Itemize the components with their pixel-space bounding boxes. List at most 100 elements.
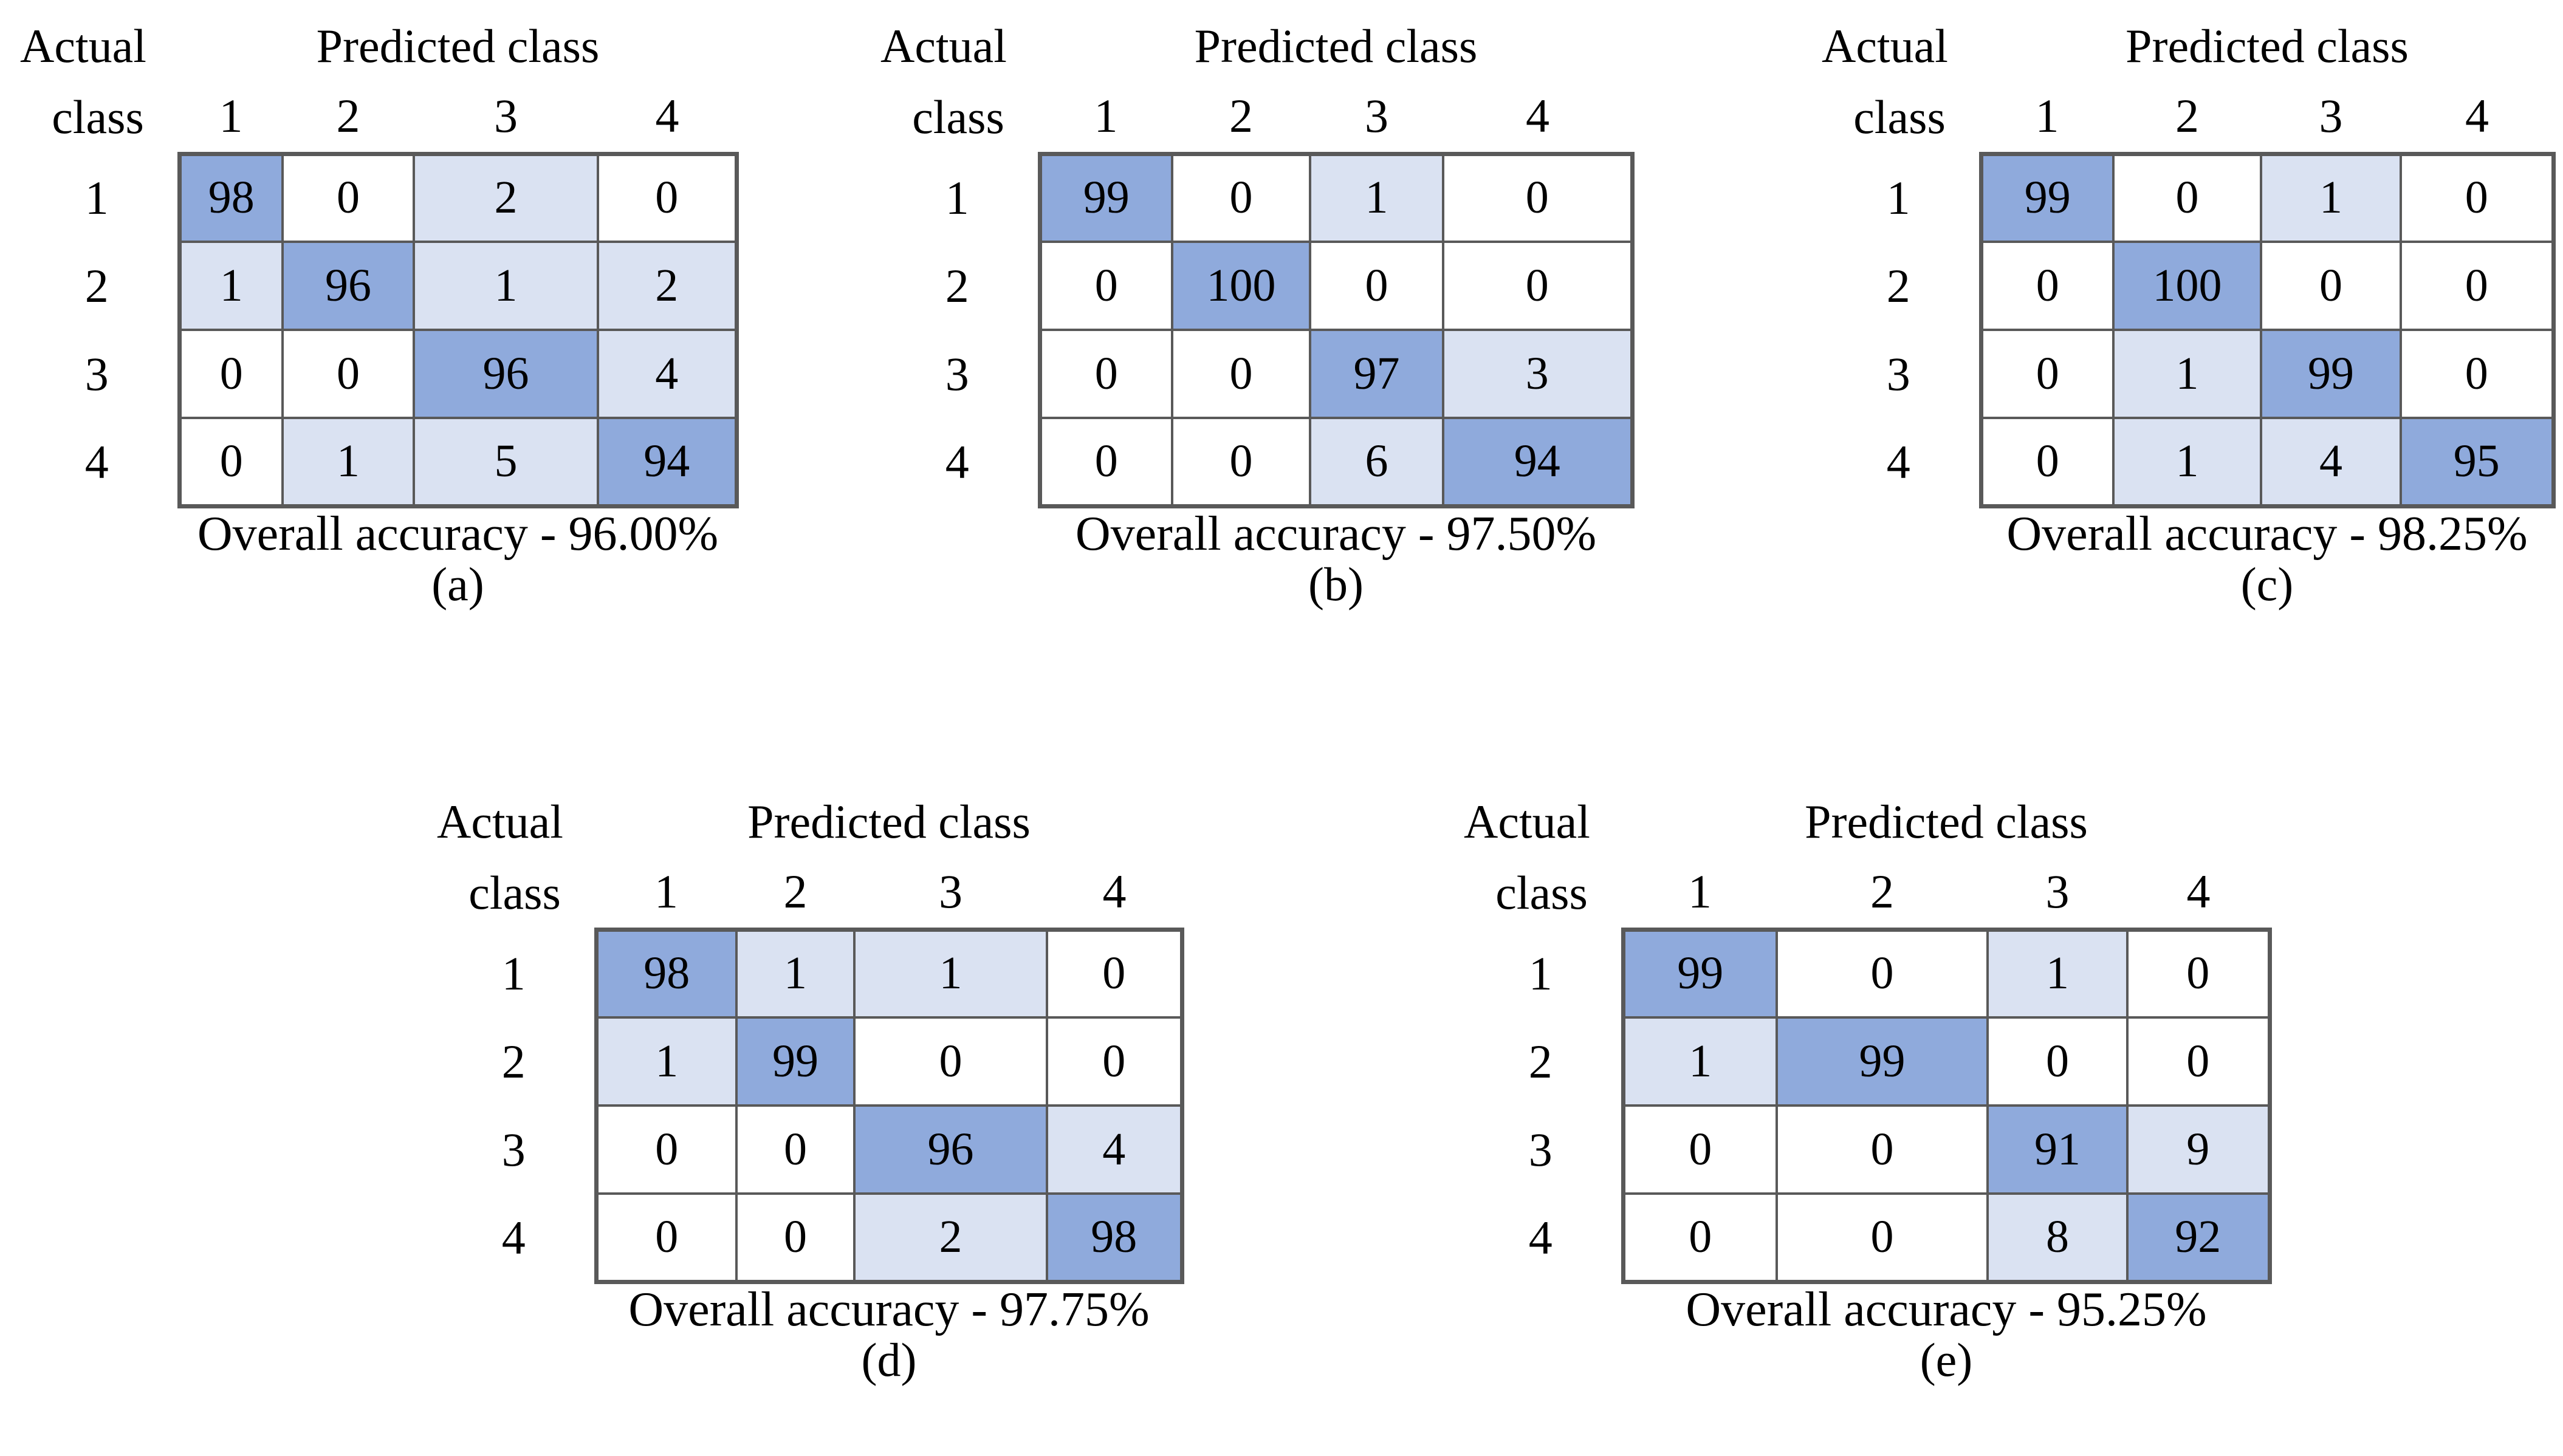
matrix-cell-r4c3: 5 xyxy=(413,417,599,508)
predicted-axis-label: Predicted class xyxy=(2126,19,2409,72)
overall-accuracy-caption: Overall accuracy - 97.75% xyxy=(628,1282,1150,1336)
matrix-cell-r4c1: 0 xyxy=(1621,1192,1778,1284)
column-header-row: class 1 2 3 4 xyxy=(877,81,1632,154)
actual-class-header-2: 2 xyxy=(84,259,109,312)
caption-spacer xyxy=(16,506,179,559)
predicted-class-header-4: 4 xyxy=(655,89,679,143)
predicted-class-header-3: 3 xyxy=(939,865,962,918)
matrix-cell-r3c4: 3 xyxy=(1442,329,1635,419)
predicted-class-header-3: 3 xyxy=(1365,89,1388,143)
actual-axis-label: Actual xyxy=(437,795,563,848)
caption-row: Overall accuracy - 98.25% xyxy=(1818,506,2553,559)
matrix-cell-r4c3: 6 xyxy=(1309,417,1444,508)
matrix-cell-r3c4: 4 xyxy=(597,329,739,419)
actual-class-header-4: 4 xyxy=(84,435,109,488)
matrix-cell-r4c4: 95 xyxy=(2400,417,2556,508)
matrix-cell-r1c2: 0 xyxy=(1171,151,1311,243)
subfigure-label: (a) xyxy=(431,557,484,610)
predicted-class-header-1: 1 xyxy=(1688,865,1712,918)
matrix-cell-r1c4: 0 xyxy=(1046,927,1184,1019)
actual-axis-label: Actual xyxy=(20,19,146,72)
matrix-cell-r2c3: 0 xyxy=(1309,241,1444,331)
matrix-cell-r2c3: 0 xyxy=(1986,1016,2129,1107)
matrix-row: 3 0 0 96 4 xyxy=(433,1104,1184,1195)
predicted-class-header-3: 3 xyxy=(2319,89,2343,143)
matrix-cell-r1c3: 1 xyxy=(853,927,1048,1019)
matrix-row: 1 99 0 1 0 xyxy=(1460,927,2272,1019)
actual-axis-label: Actual xyxy=(880,19,1007,72)
matrix-cell-r2c2: 99 xyxy=(1776,1016,1989,1107)
confusion-matrix-block-a: Actual Predicted class class 1 2 3 4 1 9… xyxy=(16,11,739,609)
actual-class-header-3: 3 xyxy=(1528,1123,1553,1176)
matrix-cell-r1c3: 1 xyxy=(2260,151,2402,243)
matrix-row: 1 98 1 1 0 xyxy=(433,927,1184,1019)
caption-row: Overall accuracy - 95.25% xyxy=(1460,1282,2270,1335)
column-header-row: class 1 2 3 4 xyxy=(1818,81,2553,154)
predicted-class-header-4: 4 xyxy=(2186,865,2211,918)
matrix-row: 2 1 96 1 2 xyxy=(16,241,739,331)
matrix-cell-r4c1: 0 xyxy=(594,1192,738,1284)
matrix-cell-r1c2: 0 xyxy=(281,151,415,243)
matrix-cell-r1c4: 0 xyxy=(1442,151,1635,243)
sublabel-row: (a) xyxy=(16,559,736,609)
matrix-cell-r2c2: 100 xyxy=(2112,241,2262,331)
matrix-cell-r3c4: 0 xyxy=(2400,329,2556,419)
matrix-cell-r4c4: 94 xyxy=(597,417,739,508)
subfigure-label: (d) xyxy=(861,1333,917,1386)
matrix-cell-r1c3: 1 xyxy=(1309,151,1444,243)
predicted-axis-label: Predicted class xyxy=(316,19,600,72)
actual-class-header-2: 2 xyxy=(1886,259,1910,312)
matrix-cell-r4c2: 0 xyxy=(1776,1192,1989,1284)
actual-class-header-2: 2 xyxy=(1528,1034,1553,1088)
actual-class-header-3: 3 xyxy=(84,347,109,400)
predicted-class-header-2: 2 xyxy=(783,865,808,918)
confusion-matrix-table: Actual Predicted class class 1 2 3 4 1 9… xyxy=(1818,11,2556,609)
confusion-matrix-block-e: Actual Predicted class class 1 2 3 4 1 9… xyxy=(1460,787,2272,1384)
matrix-cell-r3c2: 0 xyxy=(1171,329,1311,419)
matrix-cell-r3c2: 0 xyxy=(735,1104,856,1195)
matrix-cell-r2c3: 0 xyxy=(2260,241,2402,331)
matrix-cell-r1c4: 0 xyxy=(597,151,739,243)
caption-row: Overall accuracy - 97.50% xyxy=(877,506,1632,559)
matrix-cell-r1c1: 98 xyxy=(594,927,738,1019)
matrix-row: 2 0 100 0 0 xyxy=(877,241,1635,331)
matrix-cell-r4c4: 94 xyxy=(1442,417,1635,508)
column-header-row: class 1 2 3 4 xyxy=(1460,856,2270,929)
predicted-class-header-2: 2 xyxy=(1229,89,1253,143)
actual-class-header-1: 1 xyxy=(1528,946,1553,1000)
predicted-class-header-4: 4 xyxy=(2465,89,2489,143)
matrix-cell-r2c2: 96 xyxy=(281,241,415,331)
sublabel-spacer xyxy=(16,559,179,609)
matrix-cell-r2c4: 0 xyxy=(1442,241,1635,331)
predicted-class-header-3: 3 xyxy=(2045,865,2070,918)
predicted-class-header-1: 1 xyxy=(654,865,678,918)
matrix-cell-r2c1: 0 xyxy=(1978,241,2115,331)
confusion-matrix-table: Actual Predicted class class 1 2 3 4 1 9… xyxy=(1460,787,2272,1384)
matrix-cell-r2c1: 0 xyxy=(1037,241,1173,331)
actual-class-header-3: 3 xyxy=(501,1123,526,1176)
caption-row: Overall accuracy - 96.00% xyxy=(16,506,736,559)
subfigure-label: (b) xyxy=(1308,557,1364,610)
actual-class-header-1: 1 xyxy=(84,171,109,224)
confusion-matrix-table: Actual Predicted class class 1 2 3 4 1 9… xyxy=(16,11,739,609)
predicted-axis-label: Predicted class xyxy=(747,795,1031,848)
predicted-class-header-2: 2 xyxy=(1870,865,1894,918)
matrix-cell-r4c4: 92 xyxy=(2126,1192,2272,1284)
overall-accuracy-caption: Overall accuracy - 98.25% xyxy=(2006,507,2528,561)
matrix-cell-r3c1: 0 xyxy=(1037,329,1173,419)
overall-accuracy-caption: Overall accuracy - 97.50% xyxy=(1075,507,1597,561)
predicted-class-header-4: 4 xyxy=(1102,865,1127,918)
matrix-row: 3 0 0 91 9 xyxy=(1460,1104,2272,1195)
matrix-cell-r3c3: 96 xyxy=(413,329,599,419)
sublabel-row: (d) xyxy=(433,1335,1182,1385)
matrix-cell-r4c1: 0 xyxy=(1037,417,1173,508)
axis-header-row: Actual Predicted class xyxy=(16,11,736,81)
confusion-matrix-block-b: Actual Predicted class class 1 2 3 4 1 9… xyxy=(877,11,1635,609)
matrix-cell-r3c3: 99 xyxy=(2260,329,2402,419)
predicted-axis-label: Predicted class xyxy=(1805,795,2088,848)
matrix-cell-r4c1: 0 xyxy=(177,417,284,508)
matrix-row: 2 1 99 0 0 xyxy=(1460,1016,2272,1107)
actual-axis-label-line2: class xyxy=(1853,91,1946,144)
predicted-class-header-1: 1 xyxy=(219,89,243,143)
